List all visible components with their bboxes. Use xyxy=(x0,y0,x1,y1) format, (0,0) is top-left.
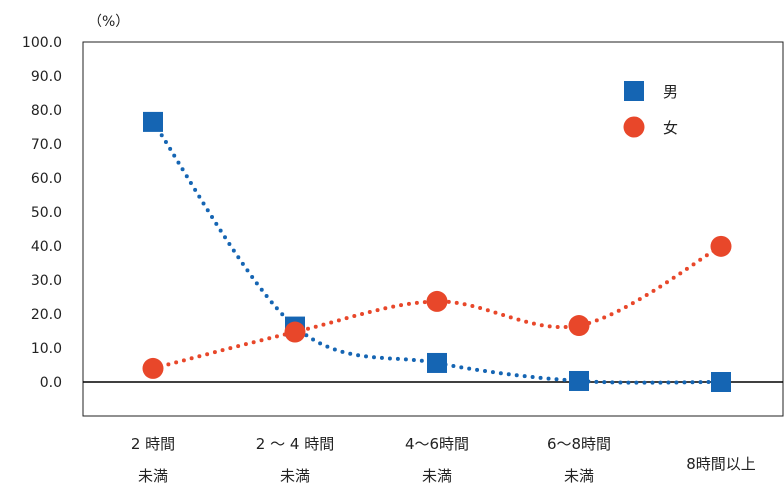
data-point-square xyxy=(569,370,589,391)
plot-area-frame xyxy=(82,41,784,417)
y-tick-label: 10.0 xyxy=(31,341,62,357)
x-axis-categories: 2 時間未満 2 ～ 4 時間未満 4～6時間未満 6～8時間未満 8時間以上 xyxy=(131,435,756,485)
data-point-circle xyxy=(426,290,448,312)
legend-marker-circle xyxy=(623,116,645,138)
x-category-label: 2 ～ 4 時間未満 xyxy=(256,435,334,485)
y-tick-label: 40.0 xyxy=(31,239,62,255)
legend: 男女 xyxy=(623,81,678,138)
legend-label: 男 xyxy=(663,83,678,101)
data-point-circle xyxy=(284,321,306,343)
data-point-square xyxy=(711,372,731,392)
legend-label: 女 xyxy=(663,119,678,137)
series-line xyxy=(151,244,723,371)
x-category-label: 8時間以上 xyxy=(686,455,756,473)
y-tick-label: 90.0 xyxy=(31,69,62,85)
data-point-square xyxy=(427,352,447,373)
unit-label: （%） xyxy=(88,14,129,30)
data-point-circle xyxy=(710,235,732,257)
y-axis-ticks: 0.0 10.0 20.0 30.0 40.0 50.0 60.0 70.0 80.0 90.0 1… xyxy=(22,35,62,391)
series-lines xyxy=(151,119,723,385)
y-tick-label: 100.0 xyxy=(22,35,62,51)
data-point-square xyxy=(143,111,163,132)
y-tick-label: 20.0 xyxy=(31,307,62,323)
y-tick-label: 80.0 xyxy=(31,103,62,119)
y-tick-label: 60.0 xyxy=(31,171,62,187)
series-markers xyxy=(142,111,732,392)
x-category-label: 6～8時間未満 xyxy=(547,435,611,485)
x-category-label: 4～6時間未満 xyxy=(405,435,469,485)
x-category-label: 2 時間未満 xyxy=(131,435,175,485)
data-point-circle xyxy=(568,315,590,337)
y-tick-label: 50.0 xyxy=(31,205,62,221)
y-tick-label: 0.0 xyxy=(40,375,62,391)
y-tick-label: 70.0 xyxy=(31,137,62,153)
legend-marker-square xyxy=(624,81,644,101)
y-tick-label: 30.0 xyxy=(31,273,62,289)
data-point-circle xyxy=(142,357,164,379)
series-line xyxy=(151,119,723,385)
